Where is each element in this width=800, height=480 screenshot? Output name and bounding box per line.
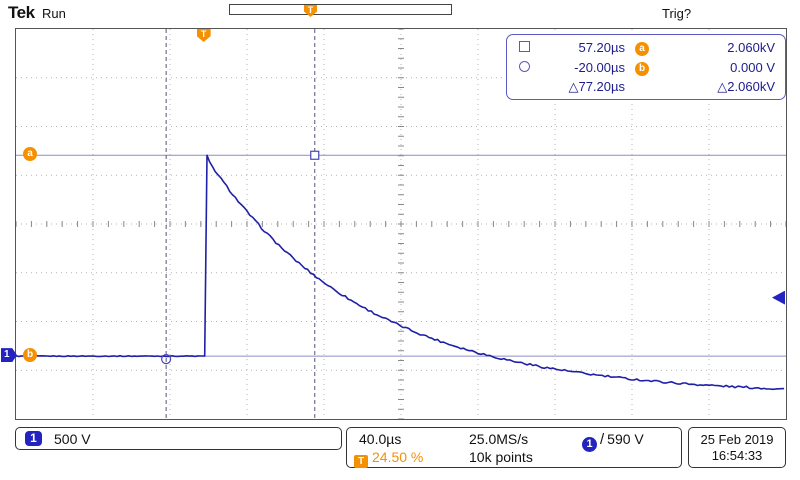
cursor-a-marker-icon: a bbox=[23, 147, 37, 162]
cursor2-time: -20.00µs bbox=[574, 59, 625, 75]
cursor-delta-row: △77.20µs △2.060kV bbox=[507, 77, 785, 97]
record-length-value: 10k points bbox=[469, 449, 533, 465]
ch1-badge: 1 bbox=[25, 431, 42, 446]
trigger-t-badge: T bbox=[354, 455, 368, 468]
cursor-b-badge: b bbox=[635, 61, 649, 76]
trigger-level-value: 590 V bbox=[607, 431, 644, 447]
cursor-a-badge: a bbox=[635, 41, 649, 56]
cursor-b-marker-icon: b bbox=[23, 348, 37, 363]
date-value: 25 Feb 2019 bbox=[700, 432, 774, 447]
ch1-position-marker-icon: 1 bbox=[1, 348, 17, 363]
acquisition-status: Run bbox=[42, 6, 66, 21]
timebase-value: 40.0µs bbox=[359, 431, 402, 447]
cursor-readout-row: -20.00µs b 0.000 V bbox=[507, 57, 785, 77]
cursor-delta-time: △77.20µs bbox=[568, 79, 625, 94]
trigger-slope-icon: / bbox=[600, 431, 605, 448]
cursor-readout-panel: 57.20µs a 2.060kV -20.00µs b 0.000 V △77… bbox=[506, 34, 786, 100]
trigger-position-value: 24.50 % bbox=[372, 449, 424, 465]
ch1-scale-value: 500 V bbox=[54, 431, 91, 447]
square-cursor-icon bbox=[519, 40, 530, 52]
trigger-status: Trig? bbox=[662, 6, 692, 21]
trigger-position-marker-icon: T bbox=[196, 29, 211, 42]
sample-rate-value: 25.0MS/s bbox=[469, 431, 529, 447]
cursor-readout-row: 57.20µs a 2.060kV bbox=[507, 37, 785, 57]
cursor-delta-value: △2.060kV bbox=[717, 79, 775, 94]
horizontal-acquisition-readout: 40.0µs T 24.50 % 25.0MS/s 10k points 1/59… bbox=[346, 427, 682, 468]
tek-logo: Tek bbox=[8, 3, 35, 22]
ch1-scale-readout: 1 500 V bbox=[15, 427, 342, 450]
time-value: 16:54:33 bbox=[711, 448, 763, 463]
cursor1-value: 2.060kV bbox=[727, 39, 775, 55]
trigger-readout: 1/590 V bbox=[582, 431, 644, 452]
record-position-bar: T bbox=[229, 4, 452, 17]
trigger-record-marker-icon: T bbox=[304, 5, 317, 17]
cursor1-time: 57.20µs bbox=[578, 39, 625, 55]
circle-cursor-icon bbox=[519, 60, 530, 72]
trigger-source-badge: 1 bbox=[582, 437, 597, 452]
cursor2-value: 0.000 V bbox=[730, 59, 775, 75]
trigger-position-readout: T 24.50 % bbox=[354, 449, 423, 468]
datetime-readout: 25 Feb 2019 16:54:33 bbox=[688, 427, 786, 468]
